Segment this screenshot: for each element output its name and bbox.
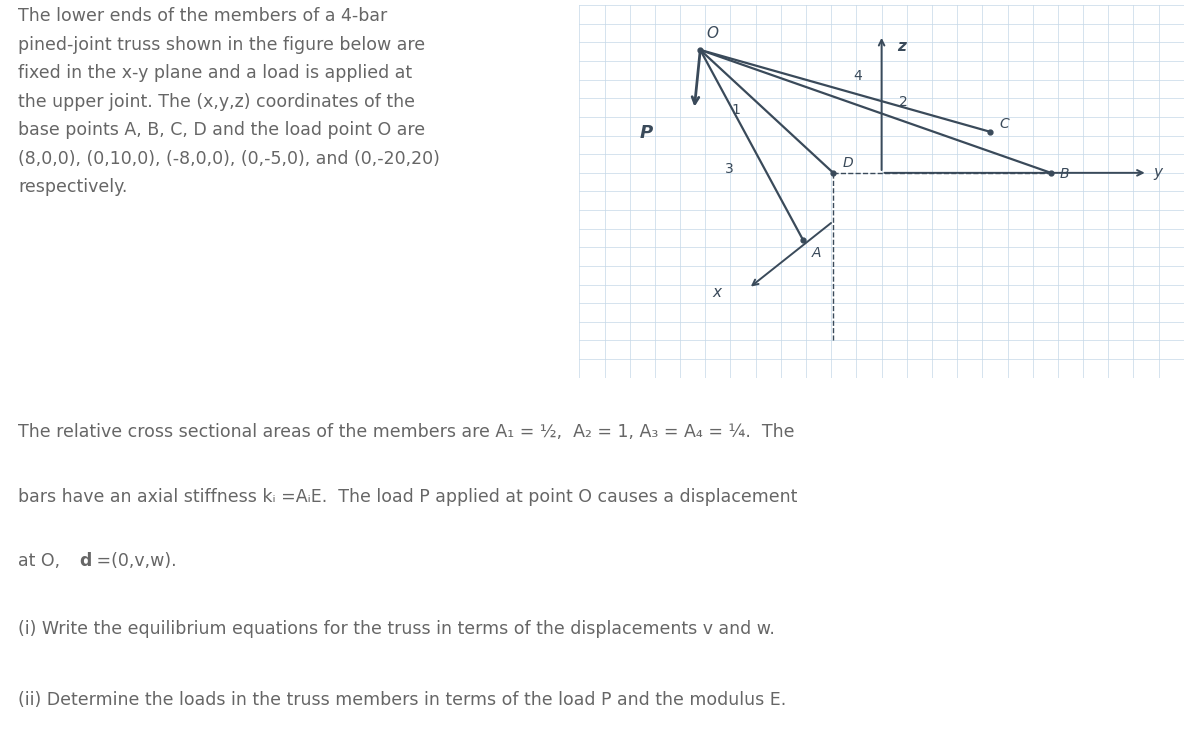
Text: C: C <box>999 117 1009 131</box>
Text: D: D <box>843 156 853 171</box>
Text: The relative cross sectional areas of the members are A₁ = ½,  A₂ = 1, A₃ = A₄ =: The relative cross sectional areas of th… <box>18 423 795 441</box>
Text: 1: 1 <box>731 103 740 117</box>
Text: x: x <box>712 285 722 299</box>
Text: (i) Write the equilibrium equations for the truss in terms of the displacements : (i) Write the equilibrium equations for … <box>18 620 774 638</box>
Text: =(0,v,w).: =(0,v,w). <box>91 552 177 570</box>
Text: d: d <box>79 552 92 570</box>
Text: O: O <box>706 25 718 40</box>
Text: The lower ends of the members of a 4-bar
pined-joint truss shown in the figure b: The lower ends of the members of a 4-bar… <box>18 7 439 197</box>
Text: B: B <box>1059 168 1069 182</box>
Text: z: z <box>897 39 906 54</box>
Text: A: A <box>812 246 821 260</box>
Text: 4: 4 <box>853 69 863 83</box>
Text: (ii) Determine the loads in the truss members in terms of the load P and the mod: (ii) Determine the loads in the truss me… <box>18 691 786 709</box>
Text: y: y <box>1154 165 1162 180</box>
Text: 3: 3 <box>724 162 734 177</box>
Text: 2: 2 <box>899 95 907 110</box>
Text: bars have an axial stiffness kᵢ =AᵢE.  The load P applied at point O causes a di: bars have an axial stiffness kᵢ =AᵢE. Th… <box>18 487 797 506</box>
Text: P: P <box>639 124 654 142</box>
Text: at O,: at O, <box>18 552 71 570</box>
